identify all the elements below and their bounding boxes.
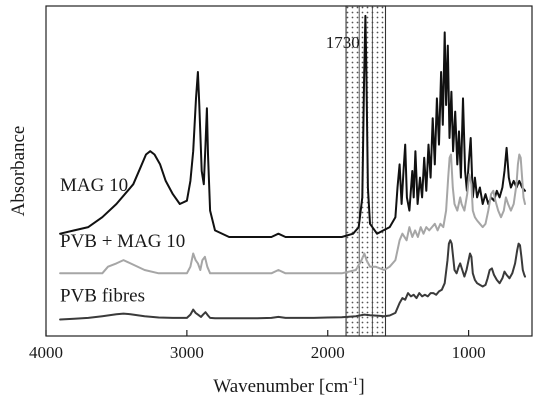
x-tick-label-4: 1000	[452, 343, 486, 362]
annotations-group: 1730	[326, 33, 360, 52]
plot-frame	[45, 5, 533, 337]
x-tick-label-1: 4000	[29, 343, 63, 362]
x-axis-label-superscript: -1	[348, 374, 358, 388]
x-axis-label-main: Wavenumber [cm	[213, 376, 348, 397]
x-tick-label-2: 3000	[170, 343, 204, 362]
y-axis-label: Absorbance	[8, 126, 29, 217]
series-labels-group: MAG 10 PVB + MAG 10 PVB fibres	[60, 175, 185, 307]
x-axis-label-end: ]	[358, 376, 364, 397]
x-axis-label: Wavenumber [cm-1]	[213, 374, 364, 397]
annotation-1: 1730	[326, 33, 360, 52]
series-line-1	[59, 14, 526, 238]
x-tick-label-3: 2000	[311, 343, 345, 362]
series-line-2	[59, 153, 526, 275]
series-lines-group	[59, 14, 526, 321]
x-axis-ticks-group: 4000 3000 2000 1000	[29, 330, 486, 362]
series-label-3: PVB fibres	[60, 285, 145, 306]
series-label-2: PVB + MAG 10	[60, 231, 185, 252]
series-label-1: MAG 10	[60, 175, 128, 196]
series-line-3	[59, 239, 526, 321]
